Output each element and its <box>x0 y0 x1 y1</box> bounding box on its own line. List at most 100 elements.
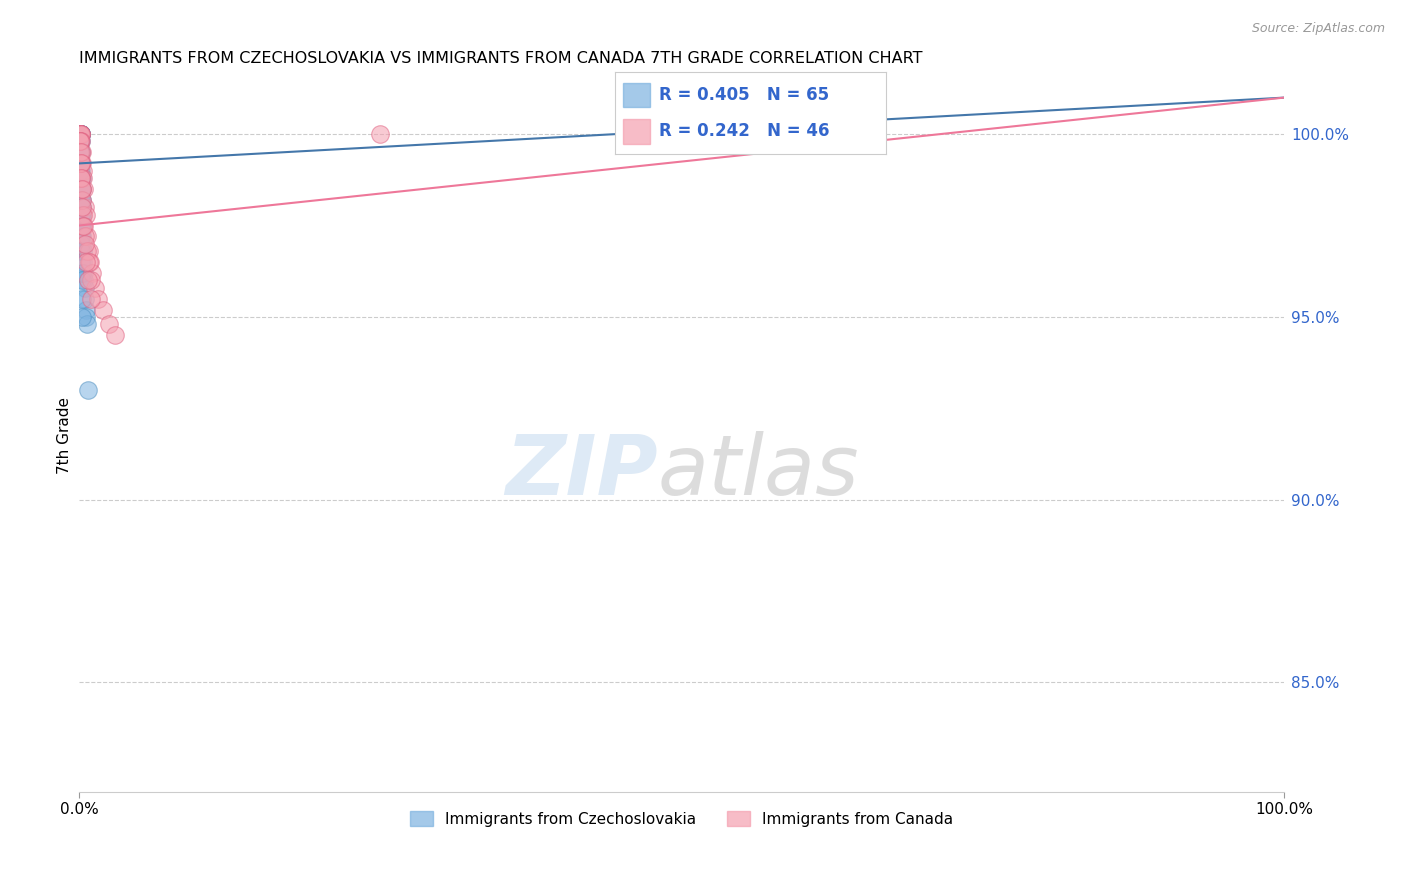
Point <box>69 127 91 141</box>
Point <box>76 317 98 331</box>
Point <box>79 292 101 306</box>
Point <box>69 127 91 141</box>
Point <box>69 208 91 222</box>
Point <box>80 273 103 287</box>
Y-axis label: 7th Grade: 7th Grade <box>58 397 72 475</box>
Point <box>73 280 96 294</box>
Point <box>368 127 391 141</box>
Point <box>69 127 91 141</box>
Point <box>69 219 91 233</box>
Point <box>75 255 97 269</box>
Point <box>69 127 91 141</box>
Point <box>69 193 91 207</box>
Point <box>72 200 94 214</box>
Point <box>77 273 100 287</box>
Point <box>72 171 94 186</box>
Point <box>83 280 105 294</box>
Point <box>69 182 91 196</box>
Point <box>73 219 96 233</box>
Point <box>69 156 91 170</box>
Point <box>70 182 93 196</box>
Point <box>77 244 100 259</box>
Point <box>69 200 91 214</box>
Point <box>69 127 91 141</box>
Point <box>69 135 91 149</box>
Text: IMMIGRANTS FROM CZECHOSLOVAKIA VS IMMIGRANTS FROM CANADA 7TH GRADE CORRELATION C: IMMIGRANTS FROM CZECHOSLOVAKIA VS IMMIGR… <box>79 51 922 66</box>
Point <box>70 208 93 222</box>
Point <box>76 244 98 259</box>
Point <box>72 163 94 178</box>
Point <box>70 292 93 306</box>
Point <box>69 171 91 186</box>
Point <box>70 135 93 149</box>
Point <box>69 145 91 160</box>
Point <box>70 182 93 196</box>
Point <box>69 145 91 160</box>
Point <box>69 156 91 170</box>
Point <box>70 244 93 259</box>
Point <box>70 236 93 251</box>
Text: atlas: atlas <box>658 431 859 512</box>
Point <box>69 127 91 141</box>
Point <box>69 127 91 141</box>
Point <box>104 328 127 343</box>
Point <box>70 145 93 160</box>
Point <box>70 145 93 160</box>
Point <box>70 163 93 178</box>
Point <box>72 255 94 269</box>
Point <box>69 127 91 141</box>
Text: Source: ZipAtlas.com: Source: ZipAtlas.com <box>1251 22 1385 36</box>
Point <box>69 127 91 141</box>
Point <box>75 302 97 317</box>
Point <box>69 127 91 141</box>
Point <box>72 229 94 244</box>
Point <box>76 383 98 397</box>
Point <box>70 266 93 280</box>
Point <box>69 145 91 160</box>
Point <box>69 135 91 149</box>
Point <box>69 156 91 170</box>
Point <box>70 127 93 141</box>
Point <box>70 182 93 196</box>
Point <box>69 145 91 160</box>
Point <box>69 127 91 141</box>
Point <box>72 236 94 251</box>
Point <box>91 302 114 317</box>
Point <box>69 127 91 141</box>
Point <box>70 135 93 149</box>
Point <box>70 156 93 170</box>
Point <box>75 208 97 222</box>
Point <box>70 127 93 141</box>
Point <box>69 127 91 141</box>
Point <box>69 127 91 141</box>
Point <box>73 182 96 196</box>
Point <box>98 317 121 331</box>
Point <box>70 156 93 170</box>
Point <box>69 208 91 222</box>
Point <box>69 127 91 141</box>
Point <box>69 127 91 141</box>
Point <box>77 255 100 269</box>
Point <box>70 171 93 186</box>
Point <box>75 310 97 324</box>
Point <box>82 266 104 280</box>
Point <box>70 171 93 186</box>
Point <box>75 229 97 244</box>
Point <box>73 236 96 251</box>
Point <box>69 127 91 141</box>
Point <box>69 182 91 196</box>
Point <box>69 127 91 141</box>
Point <box>72 244 94 259</box>
Point <box>87 292 110 306</box>
Text: ZIP: ZIP <box>505 431 658 512</box>
Point <box>69 163 91 178</box>
Point <box>70 219 93 233</box>
Point <box>70 193 93 207</box>
Point <box>69 163 91 178</box>
Point <box>73 266 96 280</box>
Point <box>70 200 93 214</box>
Point <box>79 255 101 269</box>
Point <box>69 135 91 149</box>
Point <box>70 255 93 269</box>
Point <box>70 229 93 244</box>
